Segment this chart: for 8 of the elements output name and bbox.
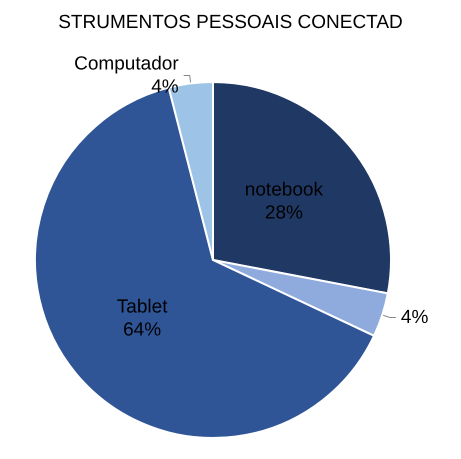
data-label: 28% bbox=[264, 202, 304, 224]
data-label: 64% bbox=[123, 320, 162, 341]
data-label: 4% bbox=[400, 306, 428, 328]
slice-label: Computador bbox=[74, 53, 180, 74]
slice-label: Tablet bbox=[116, 296, 168, 318]
slice-label: notebook bbox=[244, 179, 324, 200]
chart-title: STRUMENTOS PESSOAIS CONECTAD bbox=[58, 12, 403, 33]
data-label: 4% bbox=[151, 76, 179, 98]
